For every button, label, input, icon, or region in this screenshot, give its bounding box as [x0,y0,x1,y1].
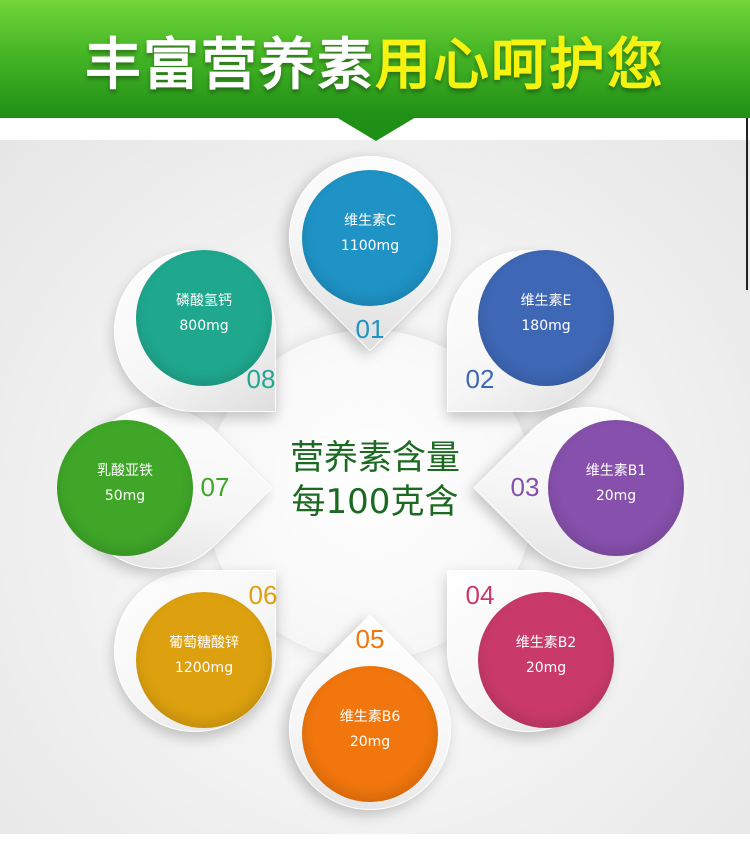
nutrient-number-08: 08 [246,364,276,394]
nutrient-number-07: 07 [200,472,230,502]
nutrient-disc-04: 维生素B2 20mg [478,592,614,728]
nutrient-number-03: 03 [510,472,540,502]
nutrient-name: 磷酸氢钙 [176,293,232,309]
page-title: 丰富营养素用心呵护您 [0,20,750,101]
center-label-line2: 每100克含 [291,482,459,522]
nutrient-name: 维生素C [344,213,396,229]
title-part-yellow: 用心呵护您 [375,33,665,98]
nutrient-amount: 1200mg [174,660,234,676]
banner-pointer [336,117,416,141]
nutrient-amount: 20mg [525,660,567,676]
nutrient-number-06: 06 [248,580,278,610]
header-banner [0,0,750,118]
center-label: 营养素含量 每100克含 [250,436,500,524]
nutrient-disc-03: 维生素B1 20mg [548,420,684,556]
nutrient-disc-06: 葡萄糖酸锌 1200mg [136,592,272,728]
nutrient-disc-05: 维生素B6 20mg [302,666,438,802]
nutrient-disc-08: 磷酸氢钙 800mg [136,250,272,386]
nutrient-number-02: 02 [465,364,495,394]
nutrient-disc-01: 维生素C 1100mg [302,170,438,306]
title-part-white: 丰富营养素 [85,33,375,98]
nutrient-disc-02: 维生素E 180mg [478,250,614,386]
nutrient-number-05: 05 [355,624,385,654]
nutrient-name: 乳酸亚铁 [97,463,153,479]
nutrient-amount: 20mg [349,734,391,750]
nutrient-number-01: 01 [355,314,385,344]
nutrient-name: 维生素B2 [515,635,577,651]
nutrient-name: 维生素B1 [585,463,647,479]
nutrient-amount: 50mg [104,488,146,504]
nutrient-amount: 20mg [595,488,637,504]
nutrient-name: 维生素B6 [339,709,401,725]
nutrient-name: 葡萄糖酸锌 [169,635,239,651]
edge-line [746,118,748,290]
nutrient-amount: 800mg [179,318,229,334]
nutrient-amount: 1100mg [340,238,400,254]
nutrient-number-04: 04 [465,580,495,610]
nutrient-name: 维生素E [520,293,572,309]
nutrient-disc-07: 乳酸亚铁 50mg [57,420,193,556]
center-label-line1: 营养素含量 [290,438,460,478]
nutrient-amount: 180mg [521,318,571,334]
